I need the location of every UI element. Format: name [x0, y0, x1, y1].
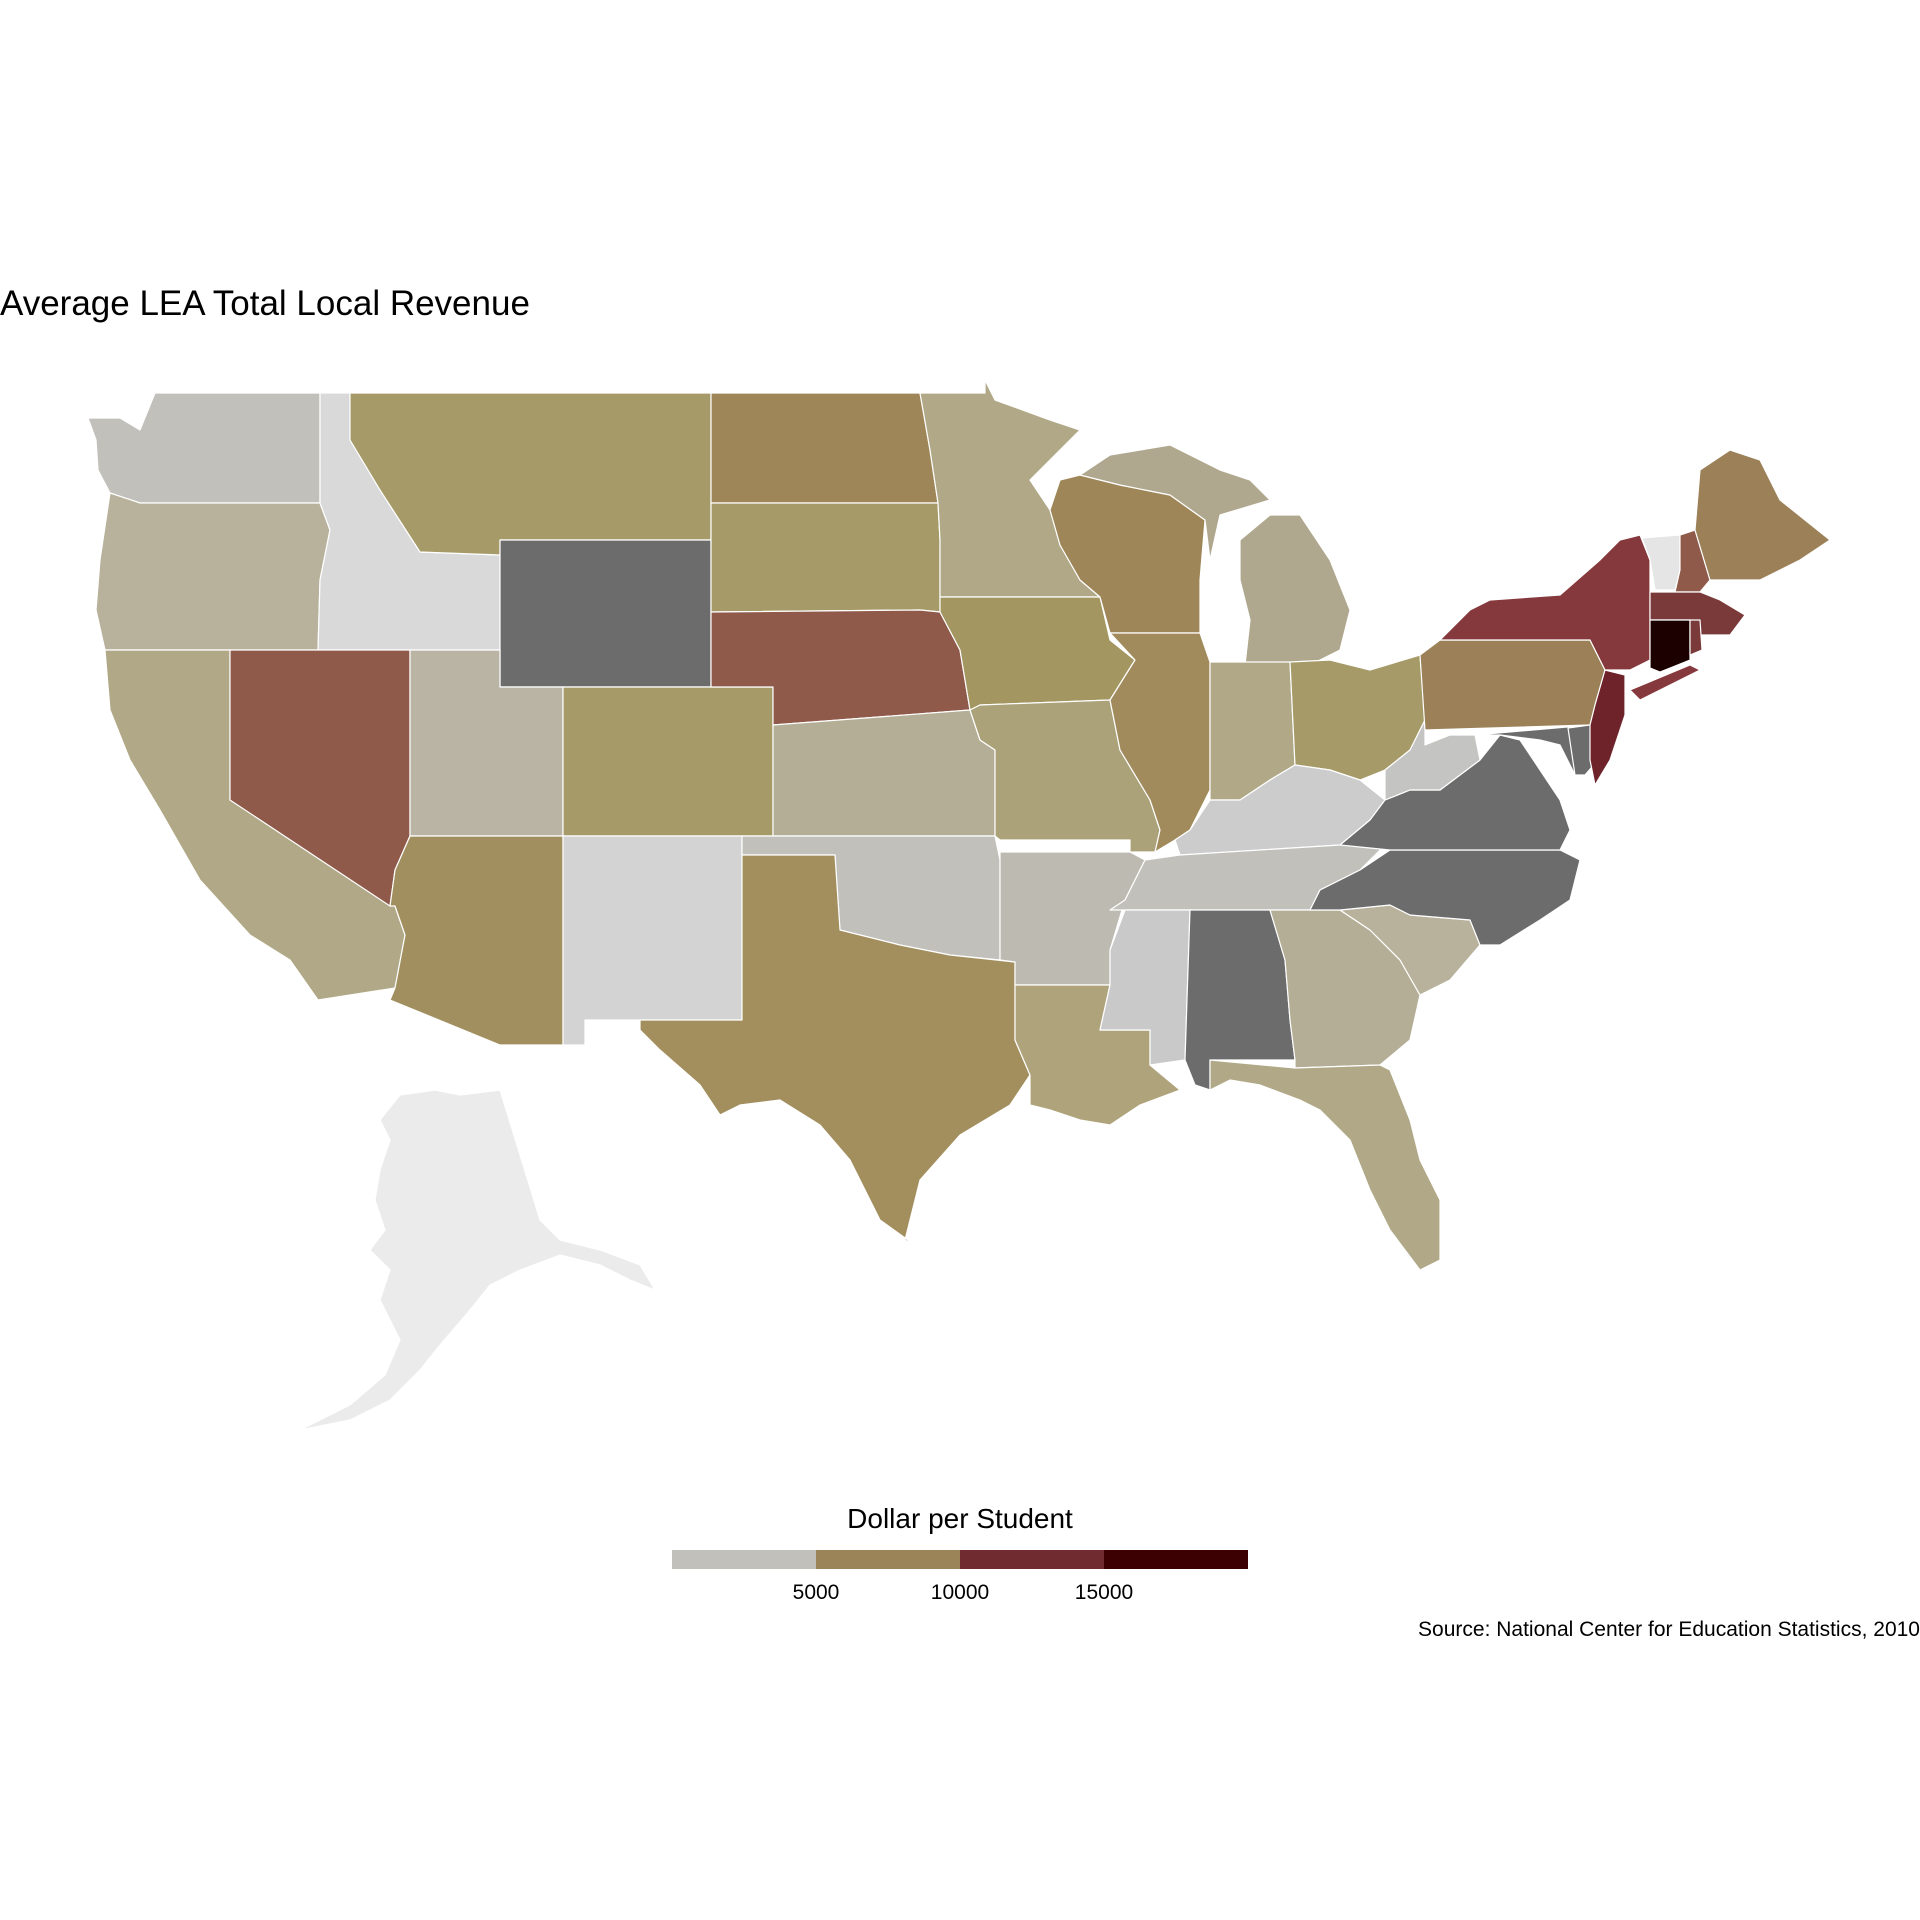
state-OR	[95, 492, 331, 651]
state-CO	[562, 686, 774, 837]
state-NM	[562, 835, 743, 1046]
legend-tick-15000: 15000	[1074, 1581, 1134, 1604]
legend-tick-5000: 5000	[792, 1581, 840, 1604]
state-FL	[1209, 1059, 1441, 1271]
state-MI	[1079, 444, 1351, 666]
state-WA	[87, 392, 321, 504]
state-WY	[499, 539, 712, 688]
state-CT	[1649, 619, 1691, 673]
state-NC	[1309, 849, 1581, 946]
legend-swatch-3	[960, 1550, 1104, 1569]
state-SD	[710, 502, 941, 613]
state-NY	[1439, 534, 1701, 701]
legend-swatch-1	[672, 1550, 816, 1569]
legend-color-bar	[672, 1550, 1248, 1569]
state-RI	[1689, 619, 1703, 656]
chart-title: Average LEA Total Local Revenue	[0, 284, 530, 323]
state-AK	[299, 1089, 656, 1431]
state-NJ	[1589, 669, 1626, 786]
legend-tick-10000: 10000	[930, 1581, 990, 1604]
legend-swatch-2	[816, 1550, 960, 1569]
state-AZ	[389, 835, 564, 1046]
state-TX	[639, 854, 1031, 1246]
state-ND	[710, 392, 939, 504]
source-caption: Source: National Center for Education St…	[1418, 1618, 1920, 1641]
state-ME	[1694, 449, 1831, 581]
state-KS	[772, 709, 996, 837]
legend-swatch-4	[1104, 1550, 1248, 1569]
legend-title: Dollar per Student	[847, 1503, 1073, 1534]
state-PA	[1419, 639, 1606, 731]
